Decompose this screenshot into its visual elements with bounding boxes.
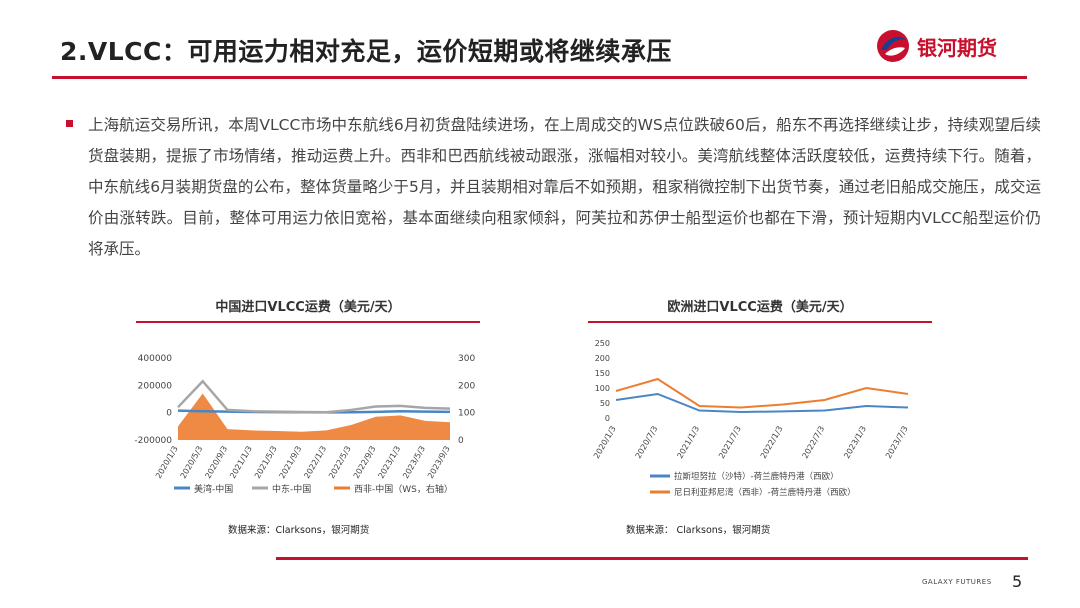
x-tick-label: 2020/1/3 (154, 445, 180, 481)
y-tick-label: 250 (595, 339, 610, 348)
brand-name: 银河期货 (917, 35, 997, 60)
legend-label: 尼日利亚邦尼湾（西非）-荷兰鹿特丹港（西欧） (674, 487, 856, 498)
x-tick-label: 2022/9/3 (352, 445, 378, 481)
x-tick-label: 2021/7/3 (717, 425, 743, 461)
y-tick-label: 0 (605, 414, 610, 423)
series-area-xifei (178, 393, 450, 440)
page-title: 2.VLCC：可用运力相对充足，运价短期或将继续承压 (60, 37, 672, 66)
summary-text: 上海航运交易所讯，本周VLCC市场中东航线6月初货盘陆续进场，在上周成交的WS点… (88, 116, 1041, 258)
y-tick-label: 200 (595, 354, 610, 363)
x-tick-label: 2022/1/3 (302, 445, 328, 481)
y-left-tick-label: 400000 (138, 354, 173, 364)
footer-divider (276, 557, 1028, 560)
chart-right: 250 200 150 100 50 0 2020/1/3 2020/7/3 2021/1/3 2… (592, 339, 910, 498)
x-tick-label: 2023/5/3 (401, 445, 427, 481)
x-tick-label: 2023/1/3 (377, 445, 403, 481)
y-tick-label: 50 (600, 399, 610, 408)
title-divider (52, 76, 1027, 79)
legend-label: 中东-中国 (272, 483, 311, 495)
y-right-tick-label: 100 (458, 409, 475, 419)
chart-left-title: 中国进口VLCC运费（美元/天） (215, 300, 401, 315)
legend-label: 美湾-中国 (194, 483, 233, 495)
x-tick-label: 2020/7/3 (634, 425, 660, 461)
footer-brand: GALAXY FUTURES (922, 578, 992, 586)
bullet-marker-icon (66, 120, 73, 127)
x-tick-label: 2020/5/3 (179, 445, 205, 481)
legend-label: 西非-中国（WS，右轴） (354, 483, 453, 495)
x-tick-label: 2023/1/3 (842, 425, 868, 461)
y-left-tick-label: -200000 (134, 436, 172, 446)
series-line (615, 392, 909, 414)
chart-left-rule (136, 321, 480, 323)
x-tick-label: 2022/7/3 (801, 425, 827, 461)
chart-right-title: 欧洲进口VLCC运费（美元/天） (667, 300, 853, 315)
x-tick-label: 2021/9/3 (278, 445, 304, 481)
y-left-tick-label: 0 (166, 409, 172, 419)
x-tick-label: 2022/1/3 (759, 425, 785, 461)
chart-left-header: 中国进口VLCC运费（美元/天） (136, 296, 480, 323)
y-right-tick-label: 300 (458, 354, 475, 364)
y-right-tick-label: 200 (458, 381, 475, 391)
chart-right-header: 欧洲进口VLCC运费（美元/天） (588, 296, 932, 323)
x-tick-label: 2023/9/3 (426, 445, 452, 481)
chart-left-source: 数据来源：Clarksons，银河期货 (228, 525, 370, 536)
y-tick-label: 150 (595, 369, 610, 378)
x-tick-label: 2020/9/3 (203, 445, 229, 481)
y-tick-label: 100 (595, 384, 610, 393)
chart-right-rule (588, 321, 932, 323)
x-tick-label: 2022/5/3 (327, 445, 353, 481)
brand-logo: 银河期货 (875, 28, 997, 64)
page-number: 5 (1012, 572, 1023, 591)
series-line (177, 379, 451, 414)
x-tick-label: 2023/7/3 (884, 425, 910, 461)
y-right-tick-label: 0 (458, 436, 464, 446)
x-tick-label: 2021/5/3 (253, 445, 279, 481)
bullet-paragraph: 上海航运交易所讯，本周VLCC市场中东航线6月初货盘陆续进场，在上周成交的WS点… (66, 110, 1041, 265)
chart-left: 4000002000000-20000030020010002020/1/320… (134, 354, 475, 495)
x-tick-label: 2021/1/3 (228, 445, 254, 481)
galaxy-logo-icon (877, 30, 909, 62)
legend-label: 拉斯坦努拉（沙特）-荷兰鹿特丹港（西欧） (674, 471, 839, 482)
series-line (615, 377, 909, 409)
chart-right-source: 数据来源： Clarksons，银河期货 (626, 525, 771, 536)
x-tick-label: 2021/1/3 (675, 425, 701, 461)
x-tick-label: 2020/1/3 (592, 425, 618, 461)
y-left-tick-label: 200000 (138, 381, 173, 391)
